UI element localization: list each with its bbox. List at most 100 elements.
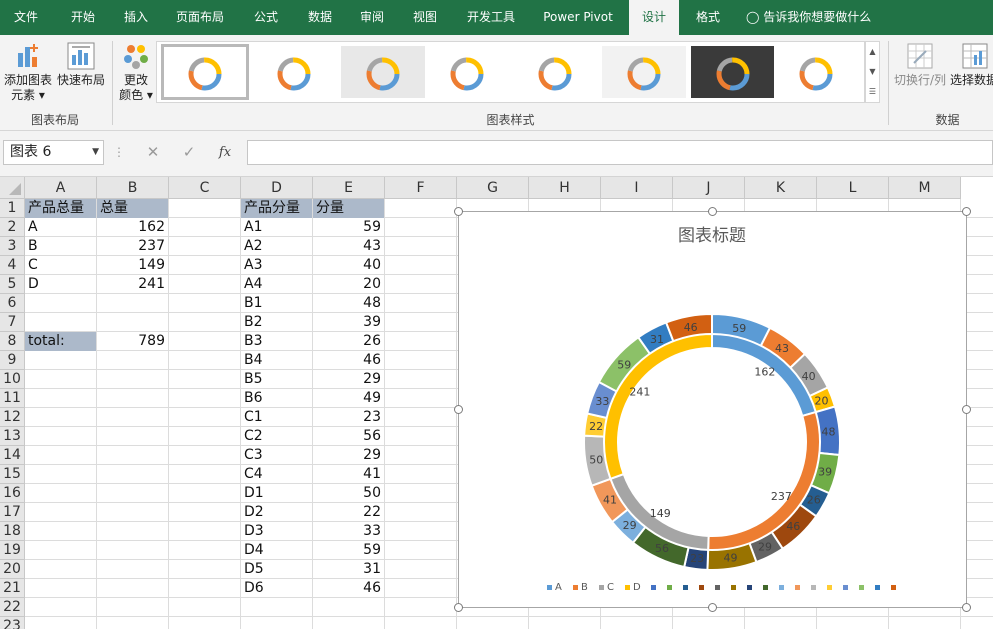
part-name-cell[interactable]: D2 bbox=[244, 504, 264, 520]
resize-handle[interactable] bbox=[962, 405, 971, 414]
part-name-cell[interactable]: C2 bbox=[244, 428, 263, 444]
resize-handle[interactable] bbox=[962, 207, 971, 216]
cancel-icon[interactable]: ✕ bbox=[146, 143, 160, 161]
row-header[interactable]: 6 bbox=[0, 294, 25, 313]
part-value-cell[interactable]: 46 bbox=[363, 352, 381, 368]
part-value-cell[interactable]: 59 bbox=[363, 542, 381, 558]
row-header[interactable]: 8 bbox=[0, 332, 25, 351]
row-header[interactable]: 13 bbox=[0, 427, 25, 446]
part-name-cell[interactable]: A3 bbox=[244, 257, 263, 273]
legend-swatch[interactable] bbox=[827, 585, 832, 590]
part-value-cell[interactable]: 49 bbox=[363, 390, 381, 406]
row-header[interactable]: 3 bbox=[0, 237, 25, 256]
tab-file[interactable]: 文件 bbox=[13, 10, 38, 24]
name-box-dropdown-icon[interactable]: ▼ bbox=[92, 147, 99, 157]
part-name-cell[interactable]: C4 bbox=[244, 466, 263, 482]
tab-format[interactable]: 格式 bbox=[695, 10, 720, 24]
chart-style-thumbnail[interactable] bbox=[513, 46, 597, 98]
part-value-cell[interactable]: 31 bbox=[363, 561, 381, 577]
column-header[interactable]: L bbox=[817, 177, 889, 199]
row-header[interactable]: 14 bbox=[0, 446, 25, 465]
tab-formulas[interactable]: 公式 bbox=[253, 10, 278, 24]
chart-style-thumbnail[interactable] bbox=[425, 46, 509, 98]
gallery-scroll[interactable]: ▲ ▼ ☰ bbox=[865, 41, 880, 103]
legend-swatch[interactable] bbox=[683, 585, 688, 590]
part-name-cell[interactable]: C1 bbox=[244, 409, 263, 425]
row-header[interactable]: 10 bbox=[0, 370, 25, 389]
product-total-cell[interactable]: 241 bbox=[138, 276, 165, 292]
legend-swatch[interactable] bbox=[779, 585, 784, 590]
resize-handle[interactable] bbox=[454, 405, 463, 414]
part-name-cell[interactable]: B2 bbox=[244, 314, 263, 330]
product-name-cell[interactable]: A bbox=[28, 219, 38, 235]
part-name-cell[interactable]: B4 bbox=[244, 352, 263, 368]
part-value-cell[interactable]: 23 bbox=[363, 409, 381, 425]
column-header[interactable]: H bbox=[529, 177, 601, 199]
part-value-cell[interactable]: 26 bbox=[363, 333, 381, 349]
part-name-cell[interactable]: B1 bbox=[244, 295, 263, 311]
legend-swatch[interactable] bbox=[625, 585, 630, 590]
chart-style-thumbnail[interactable] bbox=[161, 44, 249, 100]
tab-home[interactable]: 开始 bbox=[70, 10, 95, 24]
total-label-cell[interactable]: total: bbox=[25, 332, 96, 351]
chart-style-thumbnail[interactable] bbox=[341, 46, 425, 98]
resize-handle[interactable] bbox=[454, 603, 463, 612]
legend-swatch[interactable] bbox=[667, 585, 672, 590]
product-total-cell[interactable]: 149 bbox=[138, 257, 165, 273]
tab-insert[interactable]: 插入 bbox=[123, 10, 148, 24]
legend-entry[interactable]: A bbox=[555, 582, 562, 593]
column-header[interactable]: B bbox=[97, 177, 169, 199]
column-header[interactable]: A bbox=[25, 177, 97, 199]
row-header[interactable]: 16 bbox=[0, 484, 25, 503]
column-header[interactable]: G bbox=[457, 177, 529, 199]
legend-swatch[interactable] bbox=[859, 585, 864, 590]
tab-design[interactable]: 设计 bbox=[629, 0, 679, 35]
legend-swatch[interactable] bbox=[699, 585, 704, 590]
part-name-cell[interactable]: A4 bbox=[244, 276, 263, 292]
part-name-cell[interactable]: C3 bbox=[244, 447, 263, 463]
product-total-cell[interactable]: 162 bbox=[138, 219, 165, 235]
part-name-cell[interactable]: D5 bbox=[244, 561, 264, 577]
name-box[interactable]: 图表 6 ▼ bbox=[3, 140, 104, 165]
part-name-cell[interactable]: D6 bbox=[244, 580, 264, 596]
legend-entry[interactable]: C bbox=[607, 582, 614, 593]
row-header[interactable]: 15 bbox=[0, 465, 25, 484]
row-header[interactable]: 22 bbox=[0, 598, 25, 617]
column-header[interactable]: K bbox=[745, 177, 817, 199]
row-header[interactable]: 1 bbox=[0, 199, 25, 218]
part-name-cell[interactable]: D3 bbox=[244, 523, 264, 539]
row-header[interactable]: 12 bbox=[0, 408, 25, 427]
switch-row-column-button[interactable]: 切换行/列 bbox=[890, 41, 950, 107]
tab-page-layout[interactable]: 页面布局 bbox=[175, 10, 224, 24]
formula-input[interactable] bbox=[247, 140, 993, 165]
column-header[interactable]: I bbox=[601, 177, 673, 199]
product-total-cell[interactable]: 237 bbox=[138, 238, 165, 254]
row-header[interactable]: 9 bbox=[0, 351, 25, 370]
part-value-cell[interactable]: 29 bbox=[363, 371, 381, 387]
part-value-cell[interactable]: 20 bbox=[363, 276, 381, 292]
column-header[interactable]: D bbox=[241, 177, 313, 199]
legend-swatch[interactable] bbox=[573, 585, 578, 590]
chart-style-thumbnail[interactable] bbox=[252, 46, 336, 98]
legend-swatch[interactable] bbox=[843, 585, 848, 590]
part-name-cell[interactable]: A1 bbox=[244, 219, 263, 235]
legend-swatch[interactable] bbox=[891, 585, 896, 590]
chart-style-thumbnail[interactable] bbox=[691, 46, 775, 98]
row-header[interactable]: 2 bbox=[0, 218, 25, 237]
part-value-cell[interactable]: 59 bbox=[363, 219, 381, 235]
tab-review[interactable]: 审阅 bbox=[359, 10, 384, 24]
product-name-cell[interactable]: C bbox=[28, 257, 38, 273]
inner-slice-d[interactable] bbox=[603, 332, 713, 481]
part-value-cell[interactable]: 40 bbox=[363, 257, 381, 273]
legend-swatch[interactable] bbox=[651, 585, 656, 590]
part-value-cell[interactable]: 33 bbox=[363, 523, 381, 539]
part-value-cell[interactable]: 56 bbox=[363, 428, 381, 444]
insert-function-icon[interactable]: fx bbox=[218, 145, 232, 160]
legend-entry[interactable]: B bbox=[581, 582, 588, 593]
legend-swatch[interactable] bbox=[547, 585, 552, 590]
chart-style-thumbnail[interactable] bbox=[774, 46, 858, 98]
tell-me-search[interactable]: ◯ 告诉我你想要做什么 bbox=[746, 0, 946, 35]
legend-swatch[interactable] bbox=[811, 585, 816, 590]
legend-swatch[interactable] bbox=[795, 585, 800, 590]
product-name-cell[interactable]: D bbox=[28, 276, 39, 292]
